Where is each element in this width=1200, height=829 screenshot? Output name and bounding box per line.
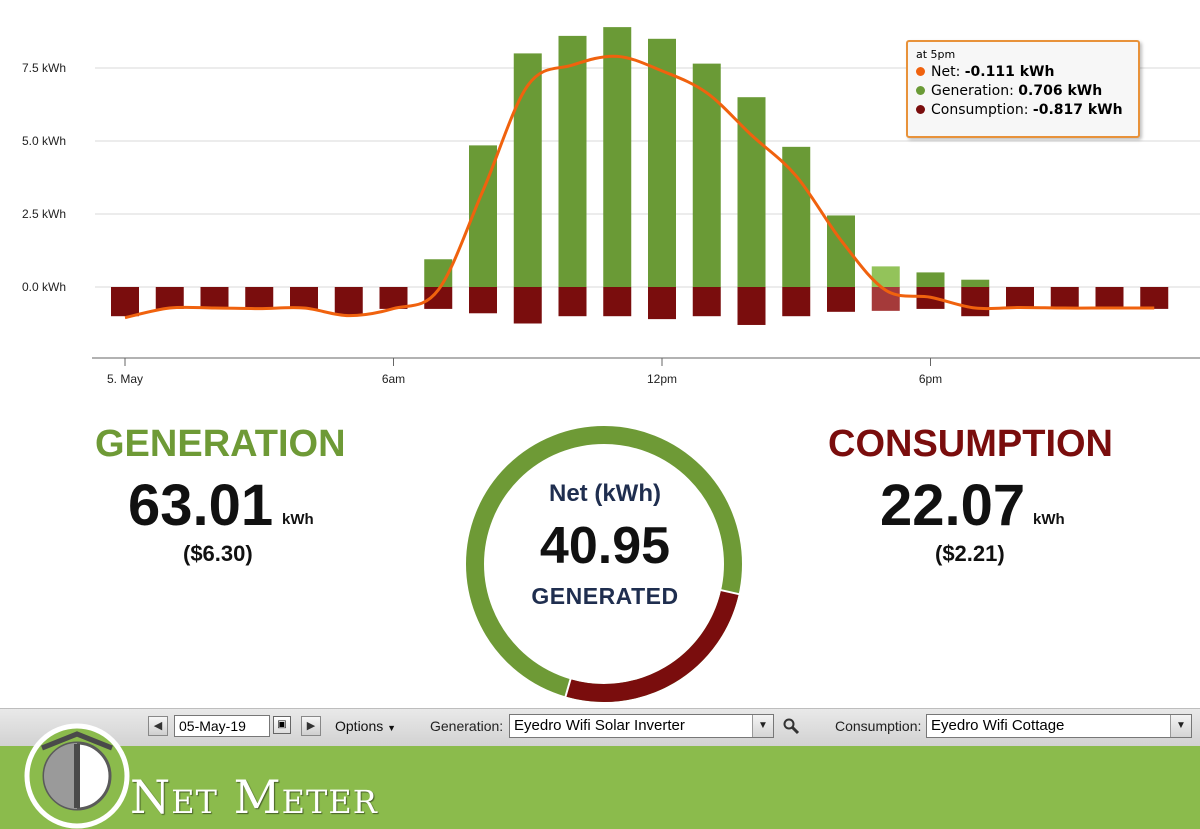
search-icon[interactable] bbox=[782, 717, 800, 735]
consumption-bar bbox=[737, 287, 766, 325]
generation-bar bbox=[961, 279, 990, 287]
consumption-bar bbox=[603, 287, 632, 317]
consumption-bar bbox=[1006, 287, 1034, 309]
energy-chart: 7.5 kWh 5.0 kWh 2.5 kWh 0.0 kWh 5. May 6am 12p… bbox=[22, 27, 1200, 386]
consumption-cost: ($2.21) bbox=[935, 541, 1005, 566]
consumption-bar bbox=[558, 287, 587, 317]
generation-bar bbox=[916, 272, 945, 287]
consumption-source-label: Consumption: bbox=[835, 718, 922, 734]
y-tick-label: 0.0 kWh bbox=[22, 280, 66, 294]
generation-bar bbox=[558, 35, 587, 287]
tooltip-gen-label: Generation: bbox=[931, 83, 1019, 99]
generation-bar bbox=[737, 97, 766, 287]
generation-bar bbox=[871, 266, 900, 287]
calendar-icon[interactable]: ▣ bbox=[273, 716, 291, 734]
consumption-title: CONSUMPTION bbox=[828, 423, 1113, 465]
generation-source-value: Eyedro Wifi Solar Inverter bbox=[514, 717, 685, 734]
generation-unit: kWh bbox=[282, 511, 314, 528]
caret-down-icon: ▼ bbox=[387, 723, 397, 733]
tooltip-con-row: Consumption: -0.817 kWh bbox=[916, 101, 1130, 120]
generation-title: GENERATION bbox=[95, 423, 346, 465]
y-tick-label: 7.5 kWh bbox=[22, 61, 66, 75]
generation-bar bbox=[513, 53, 542, 288]
consumption-unit: kWh bbox=[1033, 511, 1065, 528]
consumption-bar bbox=[334, 287, 363, 315]
chart-tooltip: at 5pm Net: -0.111 kWh Generation: 0.706… bbox=[906, 40, 1140, 138]
consumption-bar bbox=[827, 287, 855, 312]
generation-bar bbox=[603, 27, 632, 288]
donut-consumption-segment bbox=[565, 590, 739, 702]
x-tick-label: 6pm bbox=[919, 372, 942, 386]
app-title: Net Meter bbox=[130, 770, 378, 824]
consumption-bar bbox=[513, 287, 542, 324]
consumption-bar bbox=[424, 287, 453, 309]
consumption-bar bbox=[961, 287, 990, 317]
generation-value: 63.01 bbox=[128, 473, 274, 538]
previous-day-button[interactable]: ◀ bbox=[148, 716, 168, 736]
generation-dot-icon bbox=[916, 85, 925, 95]
consumption-bar bbox=[692, 287, 721, 317]
footer-banner bbox=[0, 746, 1200, 829]
consumption-source-value: Eyedro Wifi Cottage bbox=[931, 717, 1065, 734]
net-dot-icon bbox=[916, 66, 925, 76]
tooltip-con-value: -0.817 kWh bbox=[1032, 102, 1123, 118]
generation-source-select[interactable]: Eyedro Wifi Solar Inverter ▼ bbox=[509, 714, 774, 738]
consumption-bar bbox=[648, 287, 676, 320]
chevron-down-icon[interactable]: ▼ bbox=[1170, 715, 1191, 737]
y-tick-label: 2.5 kWh bbox=[22, 207, 66, 221]
tooltip-con-label: Consumption: bbox=[931, 102, 1033, 118]
consumption-bar bbox=[379, 287, 408, 309]
tooltip-net-value: -0.111 kWh bbox=[964, 64, 1055, 80]
generation-cost: ($6.30) bbox=[183, 541, 253, 566]
date-input[interactable]: 05-May-19 bbox=[174, 715, 270, 737]
net-label: Net (kWh) bbox=[549, 480, 661, 507]
consumption-bar bbox=[155, 287, 184, 309]
net-line bbox=[124, 54, 1155, 320]
x-tick-label: 12pm bbox=[647, 372, 677, 386]
donut-separator bbox=[719, 588, 740, 596]
consumption-source-select[interactable]: Eyedro Wifi Cottage ▼ bbox=[926, 714, 1192, 738]
options-label: Options bbox=[335, 718, 384, 734]
consumption-value: 22.07 bbox=[880, 473, 1026, 538]
donut-separator bbox=[564, 677, 572, 698]
consumption-bar bbox=[782, 287, 811, 317]
y-tick-label: 5.0 kWh bbox=[22, 134, 66, 148]
consumption-bar bbox=[1140, 287, 1169, 309]
net-donut-chart bbox=[466, 426, 742, 702]
net-meter-logo bbox=[24, 723, 130, 829]
generation-bar bbox=[648, 38, 676, 287]
consumption-bar bbox=[245, 287, 274, 309]
consumption-bar bbox=[200, 287, 229, 309]
consumption-bar bbox=[469, 287, 497, 314]
tooltip-title: at 5pm bbox=[916, 48, 956, 61]
tooltip-gen-value: 0.706 kWh bbox=[1018, 83, 1103, 99]
consumption-bar bbox=[111, 287, 139, 317]
x-tick-label: 6am bbox=[382, 372, 405, 386]
chevron-down-icon[interactable]: ▼ bbox=[752, 715, 773, 737]
x-tick-label: 5. May bbox=[107, 372, 143, 386]
next-day-button[interactable]: ▶ bbox=[301, 716, 321, 736]
consumption-bar bbox=[1050, 287, 1079, 309]
options-menu[interactable]: Options ▼ bbox=[335, 718, 396, 734]
generation-source-label: Generation: bbox=[430, 718, 504, 734]
generation-bar bbox=[782, 146, 811, 287]
tooltip-net-label: Net: bbox=[931, 64, 965, 80]
tooltip-gen-row: Generation: 0.706 kWh bbox=[916, 82, 1130, 101]
tooltip-net-row: Net: -0.111 kWh bbox=[916, 63, 1130, 82]
consumption-bar bbox=[1095, 287, 1124, 309]
net-value: 40.95 bbox=[539, 517, 671, 575]
consumption-bar bbox=[290, 287, 318, 309]
net-status: GENERATED bbox=[531, 583, 679, 609]
generation-bar bbox=[692, 63, 721, 288]
consumption-dot-icon bbox=[916, 104, 925, 114]
